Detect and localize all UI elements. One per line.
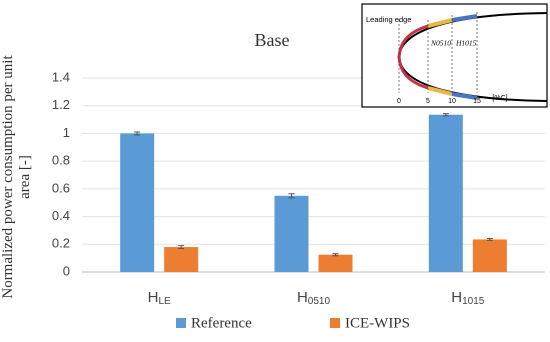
heater-1015 — [451, 92, 478, 100]
x-tick-label: H0510 — [297, 289, 331, 307]
legend-swatch — [176, 318, 186, 328]
x-tick-label: HLE — [148, 289, 171, 307]
error-bar — [178, 245, 185, 249]
bar — [318, 254, 353, 272]
bar — [164, 247, 199, 272]
error-bar — [134, 131, 141, 136]
bar — [428, 114, 463, 272]
y-tick-label: 0 — [63, 263, 70, 278]
y-tick-label: 0.6 — [52, 180, 70, 195]
region-label: H1015 — [455, 39, 477, 48]
region-label: N0510 — [430, 39, 451, 48]
inset-label: Leading edge — [366, 15, 411, 24]
y-tick-label: 0.4 — [52, 208, 70, 223]
inset: Leading edge N0510 H1015 0 5 10 15 [%C] — [361, 3, 548, 108]
legend-swatch — [330, 318, 340, 328]
y-tick-label: 0.2 — [52, 236, 70, 251]
y-tick-label: 1.4 — [52, 69, 70, 84]
y-tick-label: 0.8 — [52, 153, 70, 168]
chart-title: Base — [255, 30, 290, 50]
x-tick-label: H1015 — [451, 289, 485, 307]
inset-tick: 0 — [397, 98, 401, 105]
legend-label: Reference — [191, 315, 252, 331]
inset-tick: 5 — [426, 98, 430, 105]
heater-0510 — [427, 18, 453, 28]
heater-0510 — [427, 86, 453, 96]
error-bar — [288, 193, 295, 199]
inset-tick: 15 — [473, 98, 481, 105]
y-tick-label: 1.2 — [52, 97, 70, 112]
error-bar — [332, 253, 339, 257]
y-axis-label: Normalized power consumption per unit ar… — [0, 55, 33, 299]
error-bar — [486, 237, 493, 241]
inset-tick: 10 — [448, 98, 456, 105]
error-bar — [442, 113, 449, 117]
bar — [472, 239, 507, 272]
y-tick-label: 1 — [63, 125, 70, 140]
bar — [120, 133, 155, 272]
legend-label: ICE-WIPS — [345, 315, 410, 331]
heater-1015 — [451, 14, 478, 22]
bar — [274, 195, 309, 272]
inset-unit: [%C] — [492, 95, 507, 102]
